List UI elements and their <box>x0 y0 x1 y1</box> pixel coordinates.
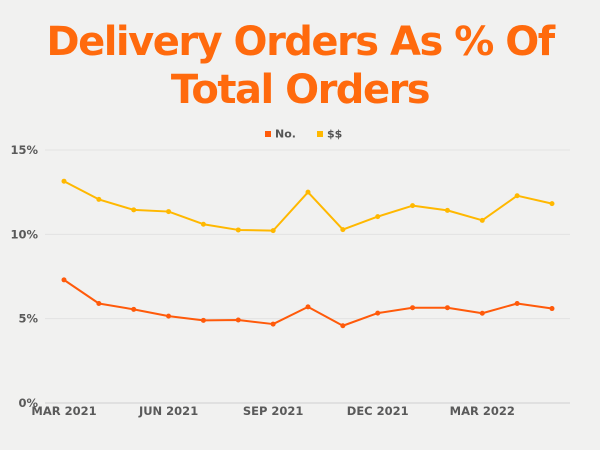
x-tick-label: MAR 2022 <box>450 404 515 418</box>
data-point <box>479 217 485 223</box>
data-point <box>479 310 485 316</box>
y-tick-label: 15% <box>10 143 38 157</box>
data-point <box>444 305 450 311</box>
data-point <box>200 221 206 227</box>
legend-label: No. <box>275 128 296 141</box>
data-point <box>235 227 241 233</box>
data-point <box>305 189 311 195</box>
legend-label: $$ <box>327 128 342 141</box>
data-point <box>270 228 276 234</box>
data-point <box>375 214 381 220</box>
x-tick-label: SEP 2021 <box>243 404 304 418</box>
data-point <box>61 178 67 184</box>
data-point <box>340 323 346 329</box>
data-point <box>61 277 67 283</box>
y-tick-label: 5% <box>18 312 38 326</box>
data-point <box>444 207 450 213</box>
data-point <box>514 193 520 199</box>
legend-swatch <box>265 131 271 137</box>
data-point <box>549 201 555 207</box>
x-tick-label: JUN 2021 <box>138 404 198 418</box>
data-point <box>410 305 416 311</box>
data-point <box>305 304 311 310</box>
data-point <box>375 310 381 316</box>
legend-swatch <box>317 131 323 137</box>
x-tick-label: DEC 2021 <box>347 404 409 418</box>
data-point <box>96 196 102 202</box>
data-point <box>235 317 241 323</box>
data-point <box>549 306 555 312</box>
chart-title: Delivery Orders As % Of Total Orders <box>46 19 555 113</box>
y-tick-label: 10% <box>10 227 38 241</box>
x-tick-label: MAR 2021 <box>31 404 96 418</box>
data-point <box>166 313 172 319</box>
data-point <box>166 209 172 215</box>
data-point <box>270 321 276 327</box>
y-tick-label: 0% <box>18 396 38 410</box>
data-point <box>96 300 102 306</box>
data-point <box>131 306 137 312</box>
data-point <box>131 207 137 213</box>
data-point <box>410 203 416 209</box>
data-point <box>200 317 206 323</box>
data-point <box>514 300 520 306</box>
data-point <box>340 227 346 233</box>
series-line-1 <box>63 180 553 232</box>
